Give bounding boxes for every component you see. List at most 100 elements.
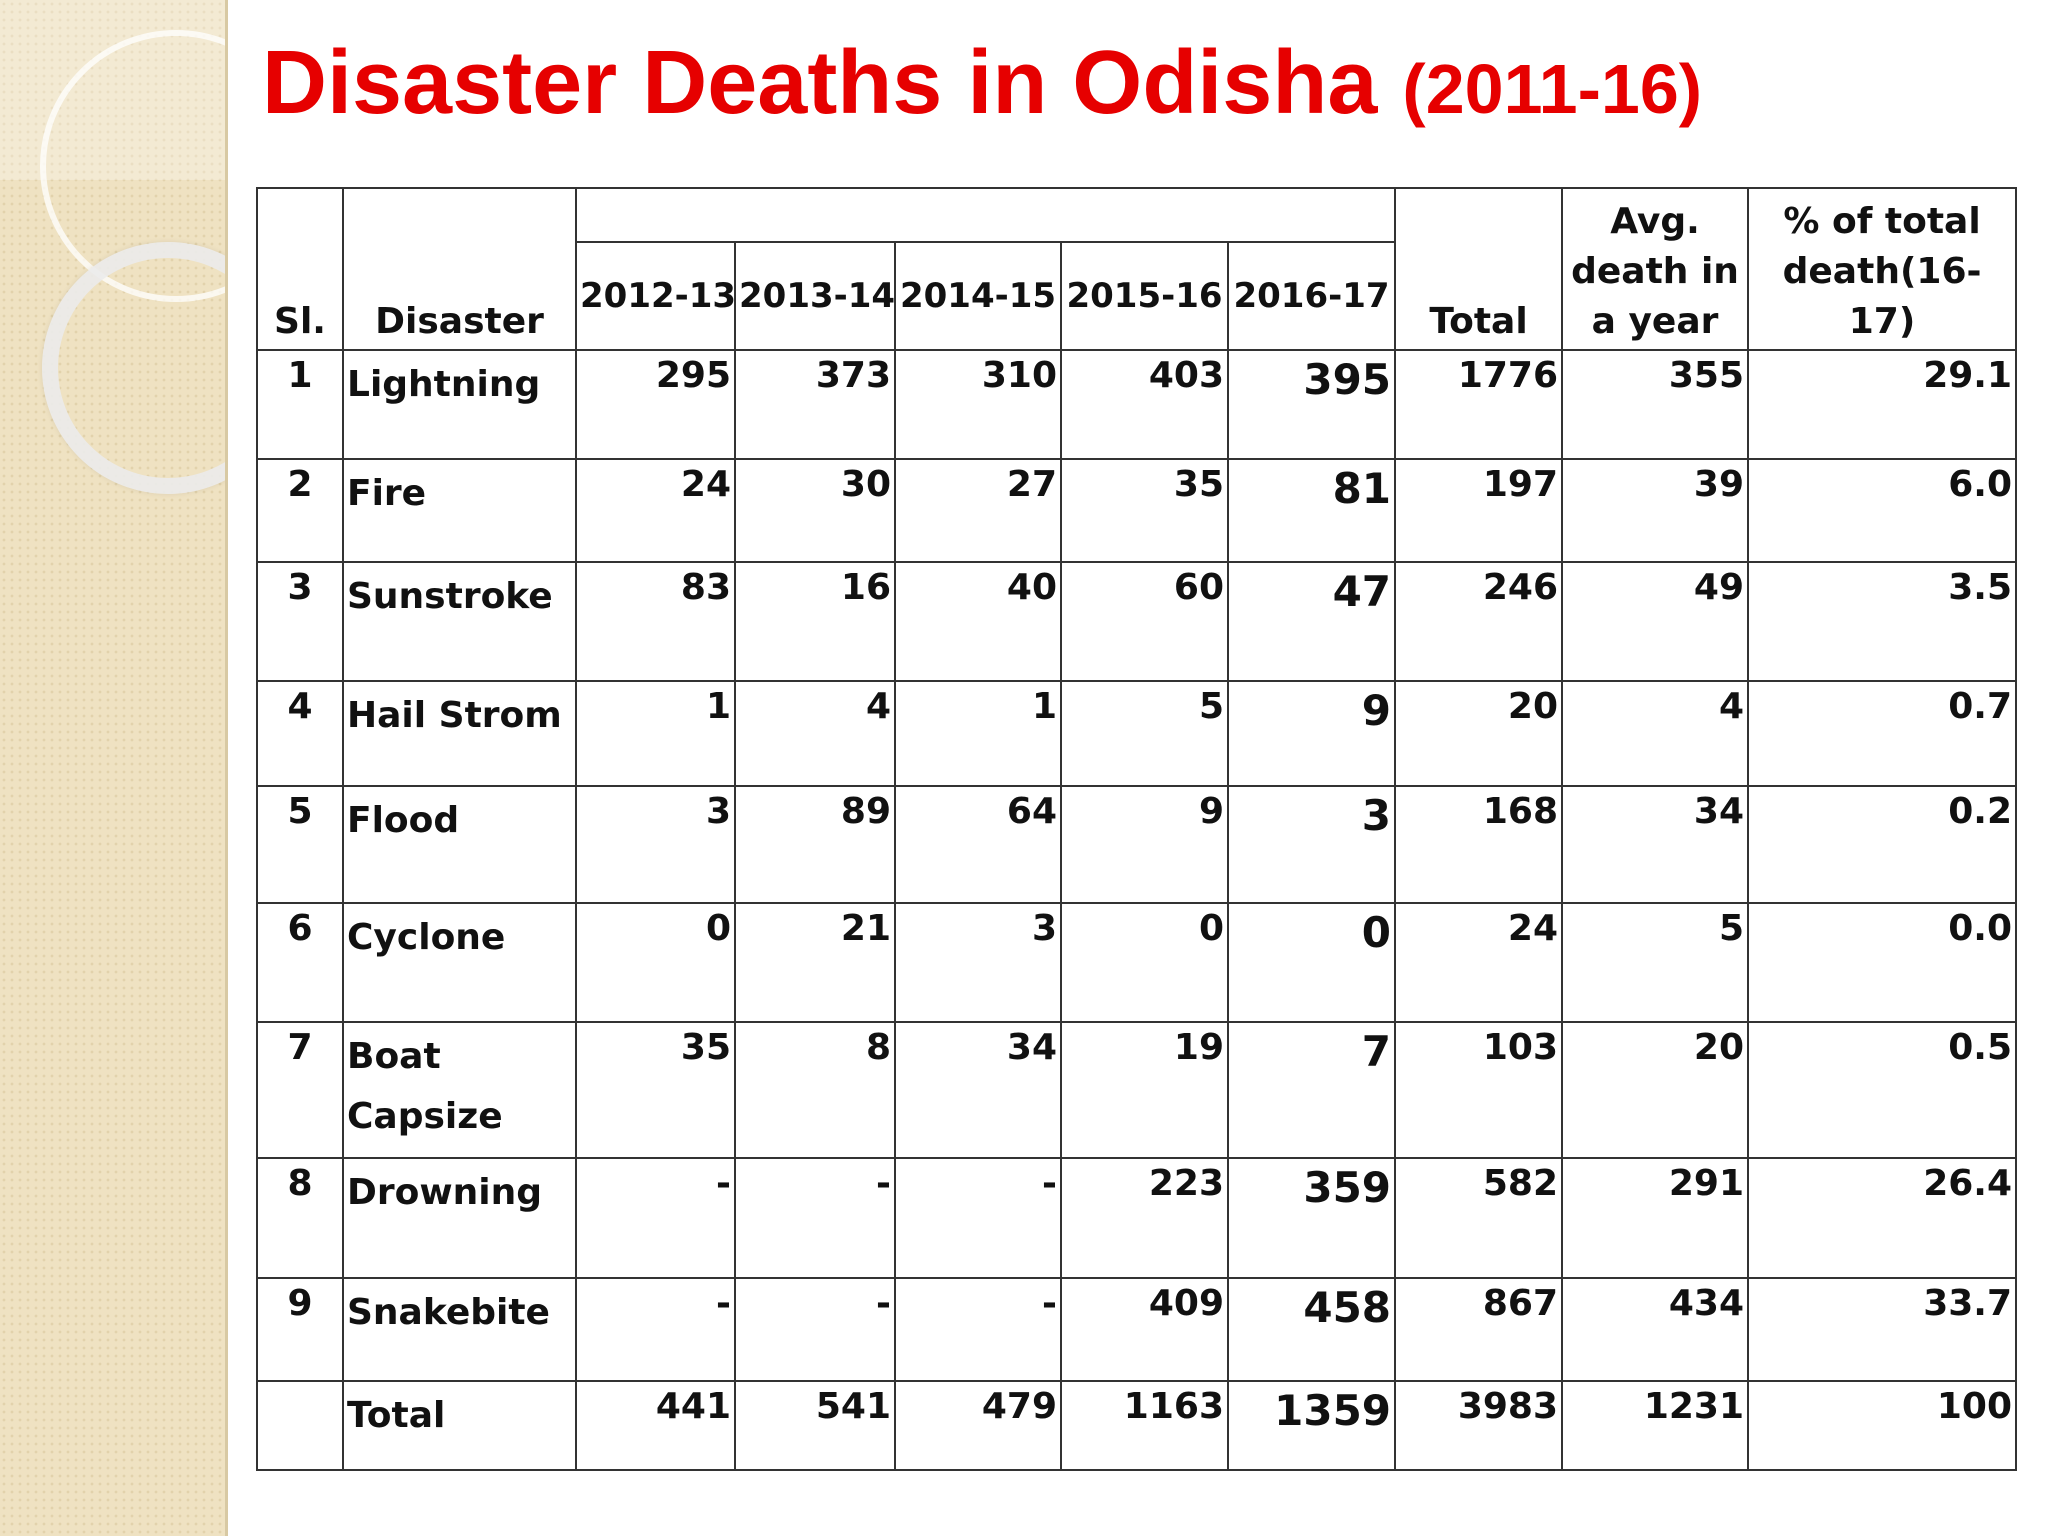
cell-disaster: Snakebite (342, 1277, 577, 1382)
cell-avg: 49 (1561, 561, 1750, 682)
cell-disaster: Boat Capsize (342, 1021, 577, 1159)
cell-value: 310 (894, 349, 1062, 460)
table-row: 7 Boat Capsize 35 8 34 19 7 103 20 0.5 (256, 1021, 2018, 1159)
cell-avg: 34 (1561, 785, 1750, 904)
cell-pct: 0.5 (1747, 1021, 2018, 1159)
cell-value: - (734, 1157, 896, 1279)
cell-value: 60 (1060, 561, 1229, 682)
cell-total: 20 (1394, 680, 1564, 787)
cell-value: 403 (1060, 349, 1229, 460)
header-total: Total (1394, 187, 1564, 351)
cell-value: 3 (894, 902, 1062, 1023)
cell-avg: 39 (1561, 458, 1750, 563)
cell-value: 0 (1226, 902, 1397, 1023)
cell-avg: 20 (1561, 1021, 1750, 1159)
cell-avg: 355 (1561, 349, 1750, 460)
cell-value: 441 (575, 1380, 736, 1471)
cell-value: 9 (1060, 785, 1229, 904)
cell-value: 9 (1226, 680, 1397, 787)
header-year: 2014-15 (894, 241, 1062, 351)
cell-value: 479 (894, 1380, 1062, 1471)
cell-sl: 7 (256, 1021, 344, 1159)
cell-value: 1 (575, 680, 736, 787)
cell-sl: 1 (256, 349, 344, 460)
cell-value: 295 (575, 349, 736, 460)
cell-value: 541 (734, 1380, 896, 1471)
cell-value: 35 (575, 1021, 736, 1159)
cell-avg: 434 (1561, 1277, 1750, 1382)
cell-sl: 3 (256, 561, 344, 682)
cell-disaster: Cyclone (342, 902, 577, 1023)
cell-pct: 0.7 (1747, 680, 2018, 787)
cell-value: 24 (575, 458, 736, 563)
cell-value: - (575, 1157, 736, 1279)
cell-value: 458 (1226, 1277, 1397, 1382)
table-row: 8 Drowning - - - 223 359 582 291 26.4 (256, 1157, 2018, 1279)
header-years-row: 2012-13 2013-14 2014-15 2015-16 2016-17 (257, 241, 2016, 351)
disaster-deaths-table: Sl. Disaster Total Avg. death in a year … (256, 187, 2018, 1471)
cell-value: 409 (1060, 1277, 1229, 1382)
table-total-row: Total 441 541 479 1163 1359 3983 1231 10… (256, 1380, 2018, 1471)
deaths-table-container: Sl. Disaster Total Avg. death in a year … (256, 187, 2018, 1471)
header-year: 2016-17 (1226, 241, 1397, 351)
cell-disaster: Fire (342, 458, 577, 563)
cell-value: 21 (734, 902, 896, 1023)
cell-avg: 4 (1561, 680, 1750, 787)
table-row: 6 Cyclone 0 21 3 0 0 24 5 0.0 (256, 902, 2018, 1023)
cell-value: 47 (1226, 561, 1397, 682)
cell-disaster: Flood (342, 785, 577, 904)
cell-value: 373 (734, 349, 896, 460)
cell-value: 3 (575, 785, 736, 904)
cell-value: 64 (894, 785, 1062, 904)
cell-total: 3983 (1394, 1380, 1564, 1471)
cell-value: - (734, 1277, 896, 1382)
cell-sl: 9 (256, 1277, 344, 1382)
cell-sl: 6 (256, 902, 344, 1023)
cell-pct: 3.5 (1747, 561, 2018, 682)
cell-avg: 291 (1561, 1157, 1750, 1279)
cell-value: 5 (1060, 680, 1229, 787)
cell-pct: 29.1 (1747, 349, 2018, 460)
cell-value: 1359 (1226, 1380, 1397, 1471)
cell-pct: 26.4 (1747, 1157, 2018, 1279)
cell-pct: 0.2 (1747, 785, 2018, 904)
cell-value: 0 (575, 902, 736, 1023)
cell-value: 81 (1226, 458, 1397, 563)
cell-value: 89 (734, 785, 896, 904)
cell-value: 34 (894, 1021, 1062, 1159)
cell-avg: 5 (1561, 902, 1750, 1023)
cell-value: 40 (894, 561, 1062, 682)
decorative-ring (42, 242, 225, 494)
cell-pct: 100 (1747, 1380, 2018, 1471)
title-years: (2011-16) (1402, 50, 1703, 128)
cell-total: 103 (1394, 1021, 1564, 1159)
header-year: 2013-14 (734, 241, 896, 351)
table-row: 4 Hail Strom 1 4 1 5 9 20 4 0.7 (256, 680, 2018, 787)
header-years-group (574, 187, 1397, 243)
cell-total: 1776 (1394, 349, 1564, 460)
cell-disaster: Sunstroke (342, 561, 577, 682)
cell-value: 16 (734, 561, 896, 682)
header-sl: Sl. (256, 187, 344, 351)
cell-total: 582 (1394, 1157, 1564, 1279)
cell-disaster: Drowning (342, 1157, 577, 1279)
cell-value: 359 (1226, 1157, 1397, 1279)
cell-value: 0 (1060, 902, 1229, 1023)
cell-value: 7 (1226, 1021, 1397, 1159)
cell-value: - (894, 1157, 1062, 1279)
table-row: 5 Flood 3 89 64 9 3 168 34 0.2 (256, 785, 2018, 904)
table-row: 3 Sunstroke 83 16 40 60 47 246 49 3.5 (256, 561, 2018, 682)
cell-value: 1 (894, 680, 1062, 787)
header-row: Sl. Disaster Total Avg. death in a year … (256, 187, 2018, 351)
table-row: 9 Snakebite - - - 409 458 867 434 33.7 (256, 1277, 2018, 1382)
cell-total: 867 (1394, 1277, 1564, 1382)
cell-value: - (575, 1277, 736, 1382)
header-year: 2015-16 (1060, 241, 1229, 351)
cell-value: 83 (575, 561, 736, 682)
cell-total: 24 (1394, 902, 1564, 1023)
cell-total: 168 (1394, 785, 1564, 904)
cell-sl: 2 (256, 458, 344, 563)
cell-avg: 1231 (1561, 1380, 1750, 1471)
header-year: 2012-13 (575, 241, 736, 351)
cell-value: 27 (894, 458, 1062, 563)
